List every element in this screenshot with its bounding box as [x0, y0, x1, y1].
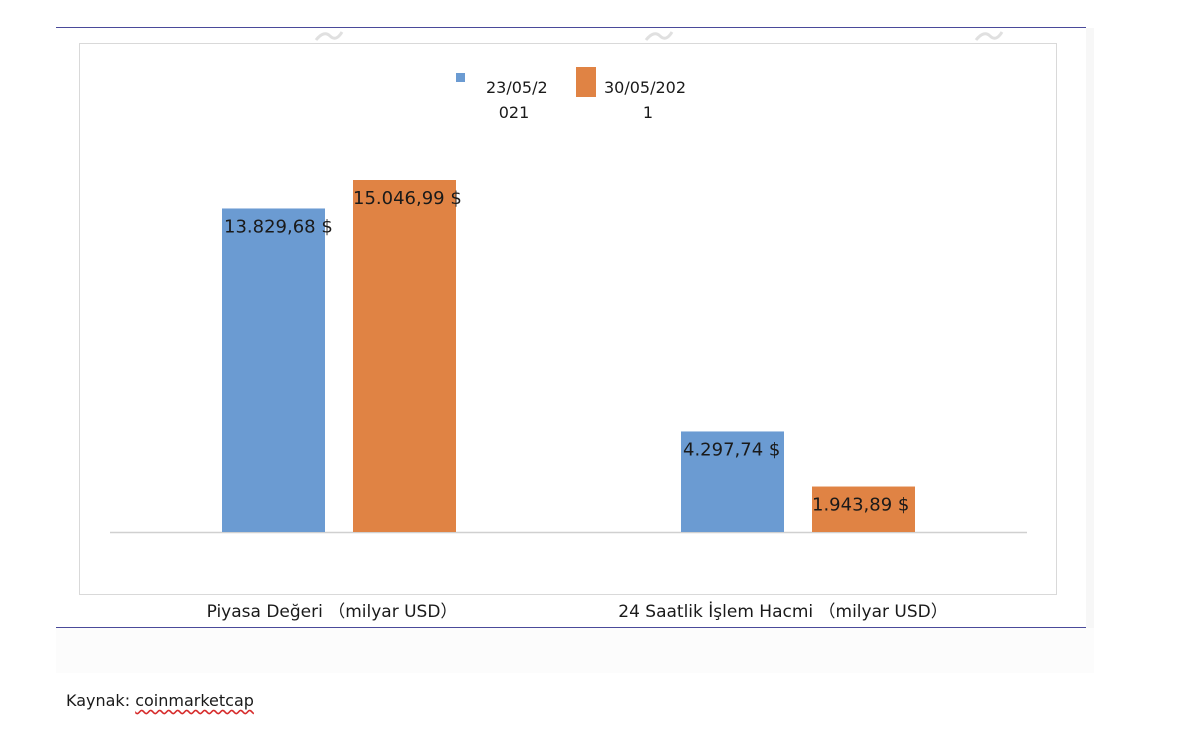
bar-1-1 — [222, 208, 325, 533]
watermark-mark-3 — [974, 31, 1004, 41]
data-label-1-2: 4.297,74 $ — [683, 439, 780, 460]
source-label: Kaynak: — [66, 691, 131, 710]
bar-1-2 — [681, 431, 784, 532]
bar-2-1 — [353, 180, 456, 532]
legend-label-1-line-1: 23/05/2 — [486, 78, 548, 97]
data-label-2-1: 15.046,99 $ — [353, 188, 462, 209]
legend-label-2-line-2: 1 — [643, 103, 653, 122]
page-edge-shade — [1086, 28, 1094, 673]
category-label-2: 24 Saatlik İşlem Hacmi （milyar USD） — [618, 601, 947, 622]
legend-label-2-line-1: 30/05/202 — [604, 78, 686, 97]
legend-swatch-1 — [456, 73, 465, 82]
watermark-mark-2 — [644, 31, 674, 41]
source-name: coinmarketcap — [135, 691, 254, 710]
legend-label-1-line-2: 021 — [499, 103, 530, 122]
source-note: Kaynak: coinmarketcap — [66, 690, 254, 712]
page-bottom-shade — [56, 628, 1094, 673]
category-label-1: Piyasa Değeri （milyar USD） — [207, 602, 458, 622]
legend-swatch-2 — [576, 67, 596, 97]
data-label-1-1: 13.829,68 $ — [224, 216, 333, 237]
chart-frame — [79, 43, 1057, 595]
bar-2-2 — [812, 486, 915, 532]
data-label-2-2: 1.943,89 $ — [812, 495, 909, 516]
watermark-mark-1 — [314, 31, 344, 41]
